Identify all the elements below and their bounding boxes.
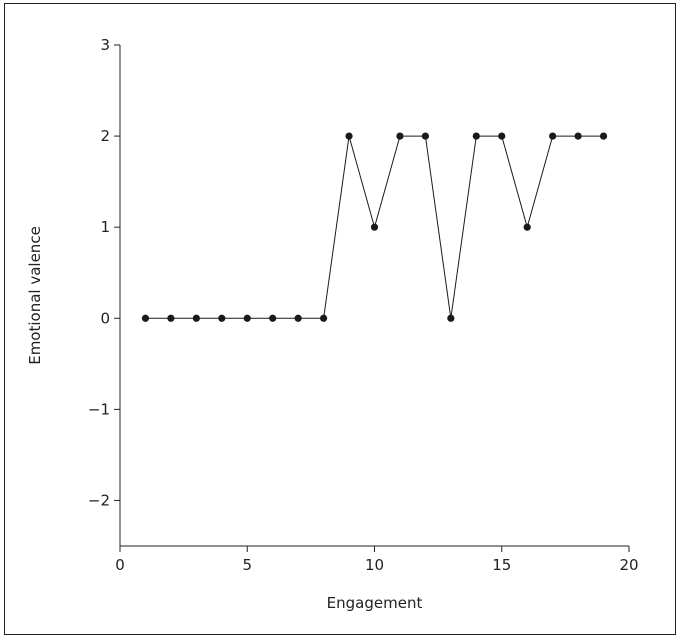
x-ticks: 0 5 10 15 20	[115, 546, 639, 574]
data-point	[269, 314, 277, 322]
y-tick-label: 3	[100, 36, 110, 54]
data-point	[141, 314, 150, 322]
data-point	[472, 132, 480, 140]
data-point	[523, 223, 531, 231]
data-point	[396, 132, 404, 140]
data-point	[370, 223, 379, 231]
data-point	[421, 132, 429, 140]
data-point	[243, 314, 251, 322]
data-point	[574, 132, 582, 140]
y-tick-label: 2	[100, 127, 110, 145]
x-tick-label: 20	[619, 556, 638, 574]
data-point	[599, 132, 608, 140]
data-point	[167, 314, 175, 322]
data-point	[218, 314, 226, 322]
x-tick-label: 10	[365, 556, 384, 574]
x-tick-label: 15	[492, 556, 511, 574]
data-point	[447, 314, 455, 322]
x-tick-label: 0	[115, 556, 125, 574]
y-tick-label: 1	[100, 218, 110, 236]
data-point	[294, 314, 302, 322]
figure-frame	[4, 3, 676, 635]
data-point	[320, 314, 328, 322]
data-points	[141, 132, 608, 322]
data-point	[192, 314, 200, 322]
data-point	[549, 132, 557, 140]
x-axis-title: Engagement	[327, 594, 423, 612]
y-axis-title: Emotional valence	[26, 226, 44, 365]
axes	[119, 45, 629, 547]
y-tick-label: −1	[88, 400, 110, 418]
y-tick-label: 0	[100, 309, 110, 327]
x-tick-label: 5	[242, 556, 252, 574]
y-ticks: 3 2 1 0 −1 −2	[88, 36, 120, 509]
data-point	[345, 132, 353, 140]
y-tick-label: −2	[88, 491, 110, 509]
data-point	[498, 132, 506, 140]
